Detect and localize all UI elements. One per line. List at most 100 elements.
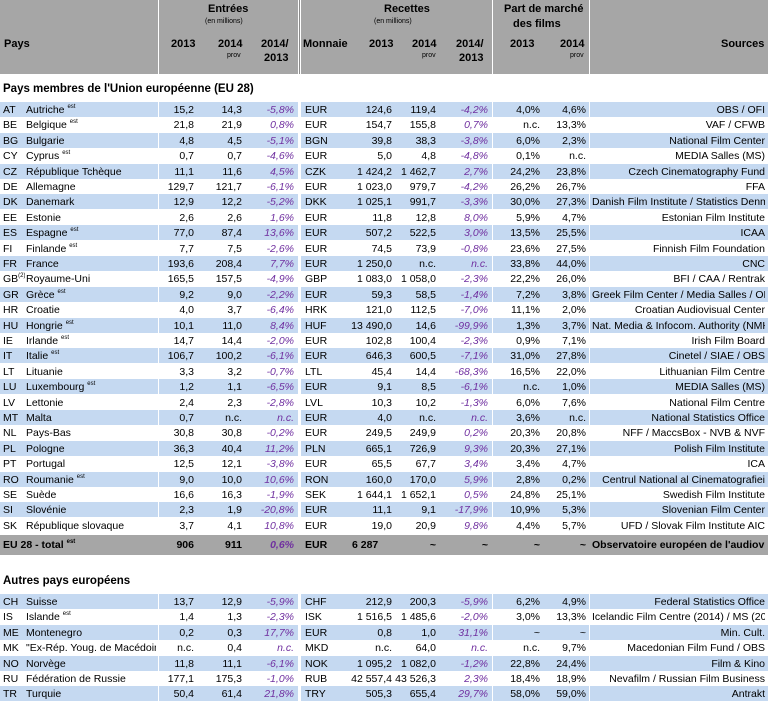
country-code-text: SE xyxy=(3,489,18,501)
part-2014: 2,0% xyxy=(562,304,586,317)
country-code: LV xyxy=(3,396,25,410)
table-header: Pays Entrées (en millions) 2013 2014 pro… xyxy=(0,0,768,74)
table-row: GR 9,2 9,0 -2,2% EUR 59,3 58,5 -1,4% 7,2% 3,8% Gre… xyxy=(0,286,768,303)
recettes-2013: 212,9 xyxy=(365,596,392,608)
country-code-text: LU xyxy=(3,381,17,394)
country-code: SI xyxy=(3,503,25,517)
section-eu-title: Pays membres de l'Union européenne (EU 2… xyxy=(3,83,254,95)
recettes-change: -3,3% xyxy=(460,196,488,209)
source: Finnish Film Foundation xyxy=(652,242,765,255)
country-code-text: ES xyxy=(3,227,18,240)
currency: EUR xyxy=(305,227,328,240)
recettes-2014: 1 485,6 xyxy=(400,611,436,624)
source: Czech Cinematography Fund xyxy=(628,165,765,178)
country-code-text: IS xyxy=(3,611,13,624)
recettes-change: -1,3% xyxy=(460,396,488,409)
entrees-change: 8,4% xyxy=(270,319,294,332)
source: Macedonian Film Fund / OBS xyxy=(627,642,765,655)
header-entrees-ratio2: 2013 xyxy=(264,52,289,64)
entrees-2014: 2,6 xyxy=(227,211,242,224)
country-code: LT xyxy=(3,365,25,379)
country-code: IT xyxy=(3,349,25,363)
recettes-change: -2,3% xyxy=(460,273,488,286)
recettes-2014: 4,8 xyxy=(421,150,436,163)
country-code-text: MK xyxy=(3,642,19,655)
recettes-2014: 14,4 xyxy=(415,365,436,378)
part-2014: 3,8% xyxy=(562,288,586,301)
source: Nat. Media & Infocom. Authority (NMHH) xyxy=(592,319,765,332)
currency: EUR xyxy=(305,412,328,424)
table-row: CH 13,7 12,9 -5,9% CHF 212,9 200,3 -5,9% 6,2% 4,9… xyxy=(0,594,768,610)
row-background xyxy=(301,686,492,703)
entrees-change: -2,2% xyxy=(266,288,294,301)
source: Danish Film Institute / Statistics Denma… xyxy=(592,196,765,209)
country-name: Autriche est xyxy=(26,103,156,117)
currency: EUR xyxy=(305,288,328,301)
country-name-text: Montenegro xyxy=(26,626,83,639)
table-row: SK 3,7 4,1 10,8% EUR 19,0 20,9 9,8% 4,4% 5,7% UFD … xyxy=(0,517,768,534)
entrees-2013: 12,5 xyxy=(173,458,194,471)
part-2013: n.c. xyxy=(523,381,540,394)
recettes-2013: 0,8 xyxy=(377,626,392,639)
entrees-2013: 77,0 xyxy=(173,227,194,240)
part-2013: 4,4% xyxy=(516,519,540,532)
entrees-2014: 40,4 xyxy=(221,442,242,455)
part-2013: 31,0% xyxy=(510,350,540,363)
country-code-text: MT xyxy=(3,412,19,424)
entrees-change: -5,2% xyxy=(266,196,294,209)
entrees-change: -4,9% xyxy=(266,273,294,286)
source: Film & Kino xyxy=(711,657,765,670)
part-2013: 58,0% xyxy=(510,688,540,701)
entrees-2014: 7,5 xyxy=(227,242,242,255)
entrees-change: -1,9% xyxy=(266,489,294,501)
country-code-text: ME xyxy=(3,626,19,639)
country-name: Belgique est xyxy=(26,118,156,132)
entrees-2014: 1,3 xyxy=(227,611,242,624)
entrees-change: -1,0% xyxy=(266,673,294,685)
entrees-2014: 12,9 xyxy=(221,596,242,608)
header-entrees-block xyxy=(159,0,298,74)
estimate-marker: est xyxy=(57,288,66,295)
table-row: DE 129,7 121,7 -6,1% EUR 1 023,0 979,7 -4,2% 26,… xyxy=(0,179,768,195)
country-name: Suède xyxy=(26,488,156,502)
entrees-2013: 4,0 xyxy=(179,304,194,317)
currency: RUB xyxy=(305,673,328,685)
recettes-change: -4,8% xyxy=(460,150,488,163)
total-part-2013: ~ xyxy=(533,539,540,551)
recettes-2014: 979,7 xyxy=(409,181,436,193)
country-name-text: Espagne xyxy=(26,227,68,240)
country-code: GB(2) xyxy=(3,272,25,286)
entrees-change: -4,6% xyxy=(266,150,294,163)
entrees-change: -6,5% xyxy=(266,381,294,394)
recettes-2013: 1 023,0 xyxy=(356,181,392,193)
recettes-2013: 1 025,1 xyxy=(356,196,392,209)
part-2014: 2,3% xyxy=(562,134,586,147)
recettes-2013: 646,3 xyxy=(365,350,392,363)
currency: LTL xyxy=(305,365,323,378)
estimate-marker: est xyxy=(76,473,85,480)
country-name: Islande est xyxy=(26,610,156,624)
entrees-2014: 1,9 xyxy=(227,504,242,517)
source: FFA xyxy=(745,181,765,193)
part-2014: 1,0% xyxy=(562,381,586,394)
recettes-2014: 1,0 xyxy=(421,626,436,639)
header-part-2014: 2014 xyxy=(560,38,585,50)
currency: HRK xyxy=(305,304,328,317)
part-2014: ~ xyxy=(579,626,586,639)
total-source: Observatoire européen de l'audiovisuel xyxy=(592,539,765,551)
recettes-2013: 1 250,0 xyxy=(356,258,392,270)
currency: GBP xyxy=(305,273,328,286)
country-name: Croatie xyxy=(26,303,156,317)
currency: EUR xyxy=(305,519,328,532)
part-2013: n.c. xyxy=(523,119,540,132)
part-2014: 27,3% xyxy=(556,196,586,209)
header-recettes-ratio2: 2013 xyxy=(459,52,484,64)
part-2013: 6,0% xyxy=(516,134,540,147)
recettes-2014: 1 652,1 xyxy=(400,489,436,501)
header-recettes-unit: (en millions) xyxy=(374,18,412,25)
entrees-change: 7,7% xyxy=(270,258,294,270)
recettes-2013: 74,5 xyxy=(371,242,392,255)
estimate-marker: est xyxy=(51,350,60,357)
estimate-marker: est xyxy=(87,381,96,388)
header-entrees-unit: (en millions) xyxy=(205,18,243,25)
